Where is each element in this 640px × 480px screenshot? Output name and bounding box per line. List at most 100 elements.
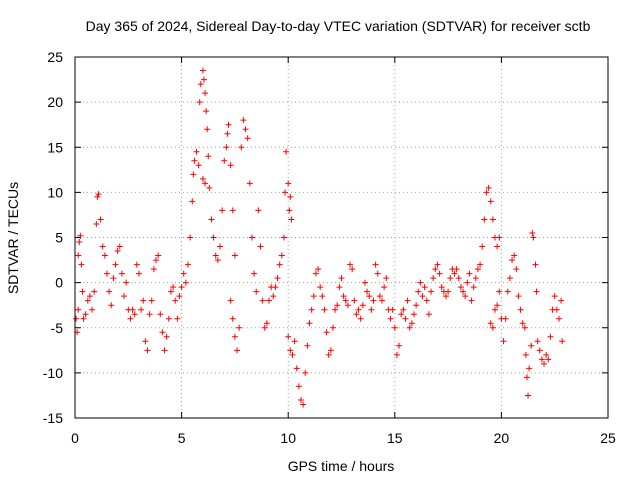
data-point — [86, 293, 93, 300]
data-point — [340, 293, 347, 300]
data-point — [78, 261, 85, 268]
data-point — [525, 392, 532, 399]
data-point — [212, 252, 219, 259]
data-point — [462, 293, 469, 300]
data-point — [308, 306, 315, 313]
data-point — [163, 333, 170, 340]
data-point — [129, 306, 136, 313]
data-point — [297, 396, 304, 403]
data-point — [315, 266, 322, 273]
data-point — [199, 67, 206, 74]
data-point — [73, 315, 80, 322]
data-point — [509, 257, 516, 264]
data-point — [214, 257, 221, 264]
data-point — [285, 333, 292, 340]
data-point — [545, 356, 552, 363]
data-point — [89, 306, 96, 313]
data-point — [255, 207, 262, 214]
data-point — [361, 279, 368, 286]
data-point — [231, 333, 238, 340]
data-point — [248, 234, 255, 241]
data-point — [196, 99, 203, 106]
data-point — [238, 144, 245, 151]
data-point — [282, 189, 289, 196]
data-point — [536, 347, 543, 354]
data-point — [200, 76, 207, 83]
data-point — [438, 284, 445, 291]
data-point — [161, 347, 168, 354]
data-point — [285, 180, 292, 187]
data-point — [118, 270, 125, 277]
data-point — [165, 315, 172, 322]
data-point — [272, 284, 279, 291]
data-point — [487, 198, 494, 205]
data-point — [191, 157, 198, 164]
data-point — [496, 288, 503, 295]
data-point — [227, 297, 234, 304]
data-point — [398, 311, 405, 318]
data-point — [417, 279, 424, 286]
data-point — [349, 266, 356, 273]
data-point — [116, 243, 123, 250]
data-point — [334, 302, 341, 309]
data-point — [483, 189, 490, 196]
data-point — [364, 288, 371, 295]
data-point — [274, 275, 281, 282]
data-point — [75, 306, 82, 313]
data-point — [206, 184, 213, 191]
data-point — [396, 342, 403, 349]
data-point — [144, 347, 151, 354]
data-point — [559, 338, 566, 345]
data-point — [451, 270, 458, 277]
data-point — [91, 288, 98, 295]
data-point — [528, 342, 535, 349]
data-point — [515, 293, 522, 300]
data-point — [455, 275, 462, 282]
data-point — [400, 306, 407, 313]
data-point — [187, 234, 194, 241]
data-point — [263, 320, 270, 327]
data-point — [101, 252, 108, 259]
data-point — [189, 198, 196, 205]
data-point — [329, 324, 336, 331]
data-point — [421, 284, 428, 291]
data-point — [288, 216, 295, 223]
data-point — [464, 279, 471, 286]
data-point — [485, 184, 492, 191]
data-point — [504, 288, 511, 295]
data-points — [73, 67, 566, 408]
y-tick-label: 20 — [47, 94, 63, 110]
data-point — [325, 351, 332, 358]
data-point — [425, 311, 432, 318]
data-point — [289, 351, 296, 358]
data-point — [391, 324, 398, 331]
data-point — [108, 302, 115, 309]
data-point — [236, 324, 243, 331]
data-point — [246, 180, 253, 187]
data-point — [372, 261, 379, 268]
data-point — [223, 144, 230, 151]
y-tick-label: -15 — [43, 410, 63, 426]
data-point — [357, 315, 364, 322]
data-point — [477, 261, 484, 268]
data-point — [355, 306, 362, 313]
data-point — [342, 297, 349, 304]
data-point — [167, 288, 174, 295]
data-point — [150, 266, 157, 273]
data-point — [203, 108, 210, 115]
data-point — [457, 284, 464, 291]
data-point — [404, 297, 411, 304]
data-point — [148, 297, 155, 304]
data-point — [146, 311, 153, 318]
y-tick-labels: -15 -10 -5 0 5 10 15 20 25 — [43, 49, 63, 426]
data-point — [379, 297, 386, 304]
data-point — [489, 324, 496, 331]
data-point — [159, 329, 166, 336]
data-point — [533, 288, 540, 295]
data-point — [210, 234, 217, 241]
data-point — [204, 126, 211, 133]
data-point — [321, 306, 328, 313]
data-point — [295, 383, 302, 390]
data-point — [127, 315, 134, 322]
